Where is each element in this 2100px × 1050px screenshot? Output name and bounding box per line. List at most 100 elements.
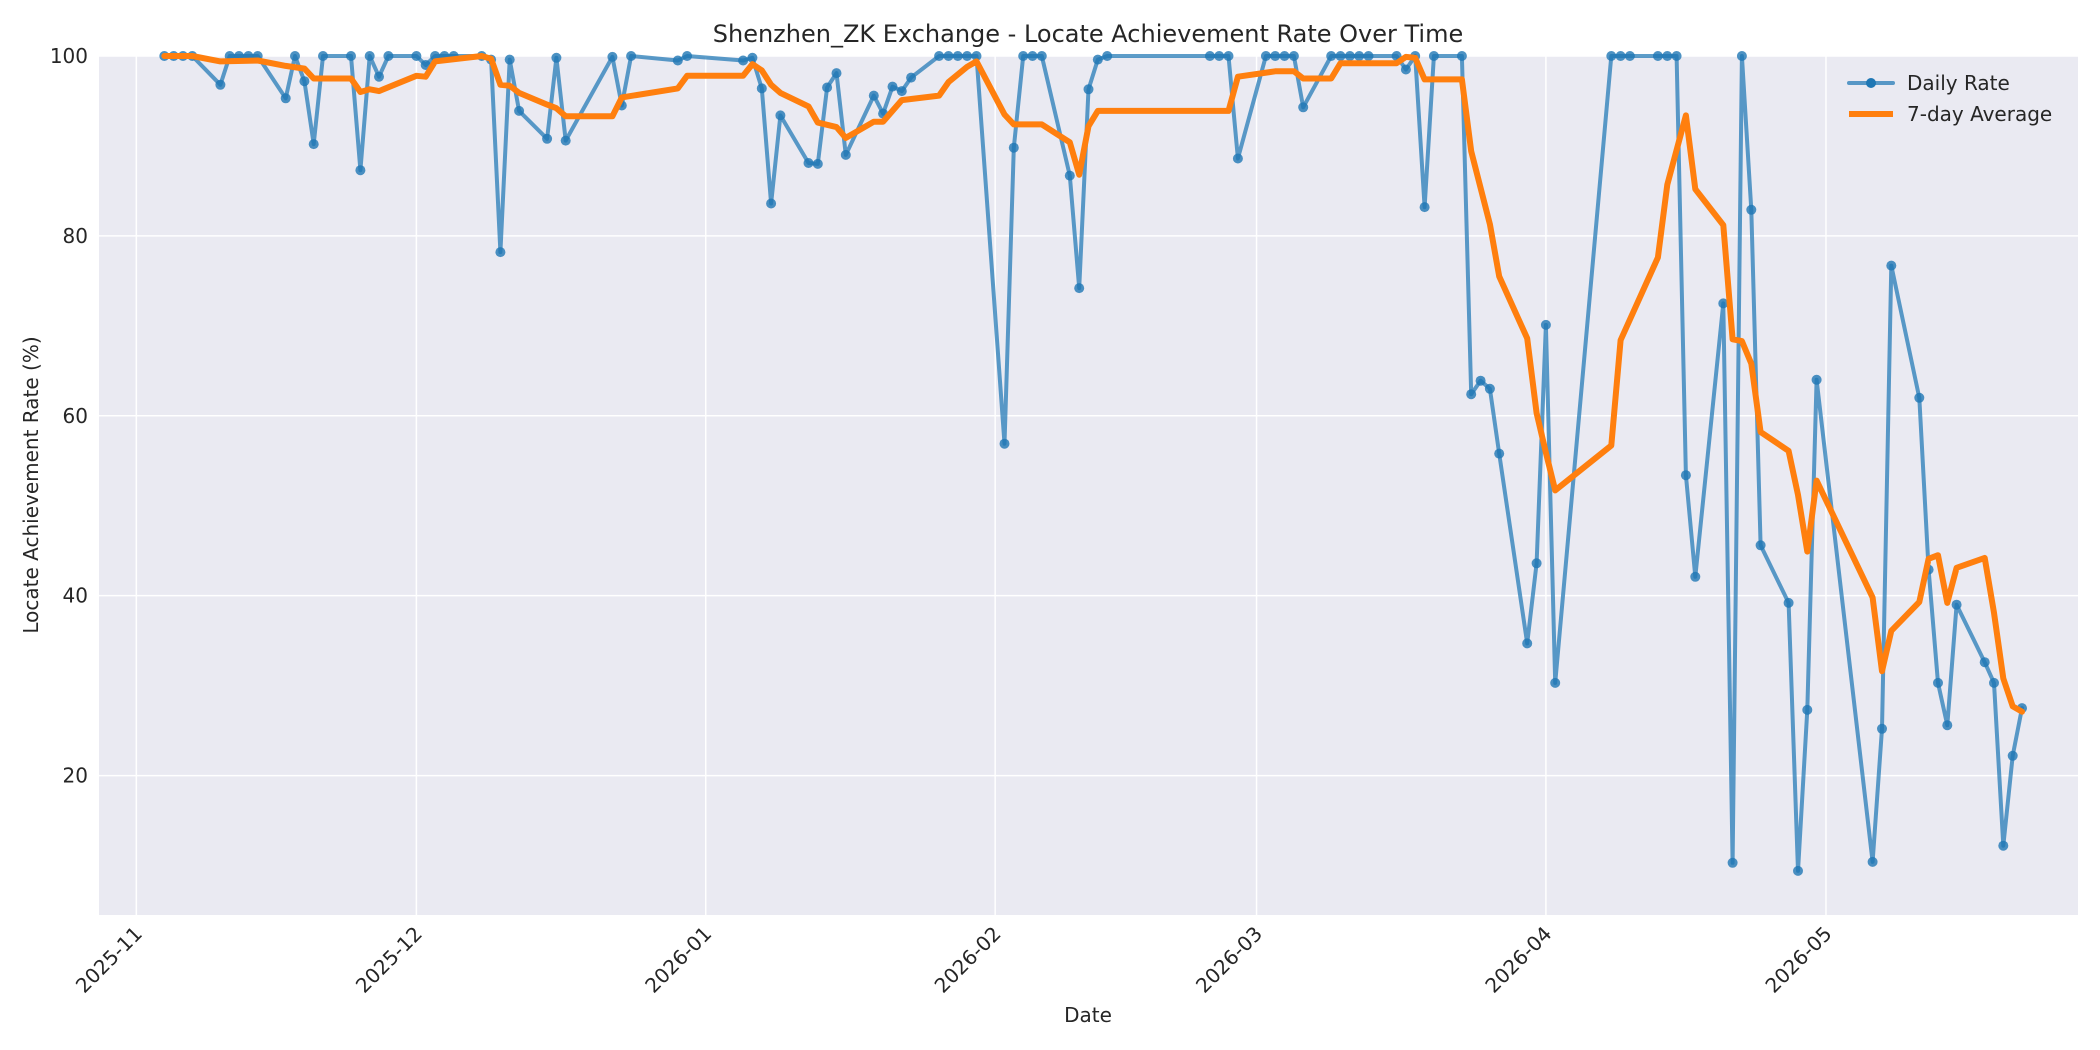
- data-point: [906, 72, 917, 83]
- data-point: [1652, 51, 1663, 61]
- data-point: [672, 55, 683, 66]
- x-axis-label: Date: [1064, 1003, 1112, 1027]
- data-point: [1783, 597, 1794, 608]
- y-axis-ticks: 20 40 60 80 100: [50, 44, 88, 788]
- data-point: [822, 82, 833, 93]
- legend-marker-daily-rate: [1866, 78, 1876, 88]
- data-point: [1755, 540, 1766, 551]
- data-point: [1979, 657, 1990, 668]
- data-point: [355, 165, 366, 176]
- data-point: [1018, 51, 1029, 61]
- data-point: [1811, 374, 1822, 385]
- data-point: [999, 438, 1010, 449]
- data-point: [1335, 51, 1346, 61]
- data-point: [1933, 677, 1943, 688]
- data-point: [1718, 298, 1729, 309]
- data-point: [504, 54, 515, 65]
- data-point: [1867, 856, 1878, 867]
- data-point: [1942, 720, 1953, 731]
- legend: Daily Rate 7-day Average: [1847, 71, 2052, 126]
- data-point: [1008, 142, 1019, 153]
- data-point: [215, 79, 226, 90]
- data-point: [831, 68, 842, 79]
- plot-area: [99, 56, 2078, 915]
- data-point: [1877, 723, 1887, 734]
- data-point: [868, 90, 879, 101]
- data-point: [1494, 448, 1505, 459]
- data-point: [551, 52, 562, 63]
- data-point: [943, 51, 954, 61]
- data-point: [1204, 51, 1215, 61]
- data-point: [747, 52, 758, 63]
- data-point: [1540, 319, 1551, 330]
- data-point: [1998, 840, 2009, 851]
- data-point: [971, 51, 982, 61]
- data-point: [346, 51, 356, 61]
- data-point: [1260, 51, 1271, 61]
- data-point: [1064, 170, 1075, 181]
- legend-label-daily-rate: Daily Rate: [1907, 71, 2010, 95]
- y-tick-label: 100: [50, 44, 88, 68]
- series-line-7-day-average: [161, 53, 2025, 715]
- data-point: [411, 51, 422, 61]
- data-point: [1662, 51, 1673, 61]
- data-point: [1531, 558, 1542, 569]
- data-point: [682, 51, 693, 61]
- data-point: [1288, 51, 1299, 61]
- data-point: [308, 139, 319, 150]
- data-point: [1083, 84, 1094, 95]
- data-point: [1456, 51, 1467, 61]
- data-point: [738, 55, 749, 66]
- data-point: [1270, 51, 1281, 61]
- data-point: [803, 158, 814, 168]
- data-point: [1736, 51, 1747, 61]
- grid-lines: [99, 55, 2078, 915]
- data-point: [1746, 204, 1757, 215]
- data-point: [1223, 51, 1234, 61]
- data-point: [766, 198, 777, 209]
- y-tick-label: 20: [63, 764, 88, 788]
- data-point: [1690, 571, 1701, 582]
- y-tick-label: 80: [63, 224, 88, 248]
- data-point: [2007, 750, 2018, 761]
- data-point: [626, 51, 637, 61]
- data-point: [1102, 51, 1113, 61]
- data-point: [1989, 677, 1999, 688]
- data-point: [1074, 283, 1085, 294]
- data-point: [1279, 51, 1290, 61]
- data-point: [1886, 260, 1897, 271]
- series-markers-daily-rate: [159, 51, 2027, 876]
- data-point: [887, 81, 898, 92]
- data-point: [962, 51, 973, 61]
- data-point: [1484, 383, 1495, 394]
- y-tick-label: 60: [63, 404, 88, 428]
- data-point: [383, 51, 394, 61]
- data-point: [1522, 638, 1533, 649]
- data-point: [280, 93, 291, 104]
- y-axis-label: Locate Achievement Rate (%): [19, 336, 43, 633]
- data-point: [1727, 857, 1738, 868]
- data-point: [1550, 677, 1561, 688]
- data-point: [1036, 51, 1047, 61]
- data-point: [1624, 51, 1635, 61]
- data-point: [775, 110, 786, 121]
- y-tick-label: 40: [63, 584, 88, 608]
- chart-title: Shenzhen_ZK Exchange - Locate Achievemen…: [713, 20, 1464, 48]
- data-point: [1363, 51, 1374, 61]
- data-point: [1344, 51, 1355, 61]
- legend-label-7-day-average: 7-day Average: [1907, 102, 2052, 126]
- data-point: [514, 105, 525, 116]
- data-point: [374, 71, 384, 82]
- data-point: [812, 158, 823, 169]
- data-point: [1615, 51, 1626, 61]
- data-point: [495, 247, 506, 258]
- series-layer: [159, 51, 2027, 876]
- data-point: [756, 83, 767, 94]
- data-point: [1298, 102, 1309, 113]
- data-point: [1680, 470, 1691, 481]
- data-point: [896, 86, 907, 97]
- data-point: [299, 76, 310, 87]
- data-point: [952, 51, 963, 61]
- data-point: [560, 135, 571, 146]
